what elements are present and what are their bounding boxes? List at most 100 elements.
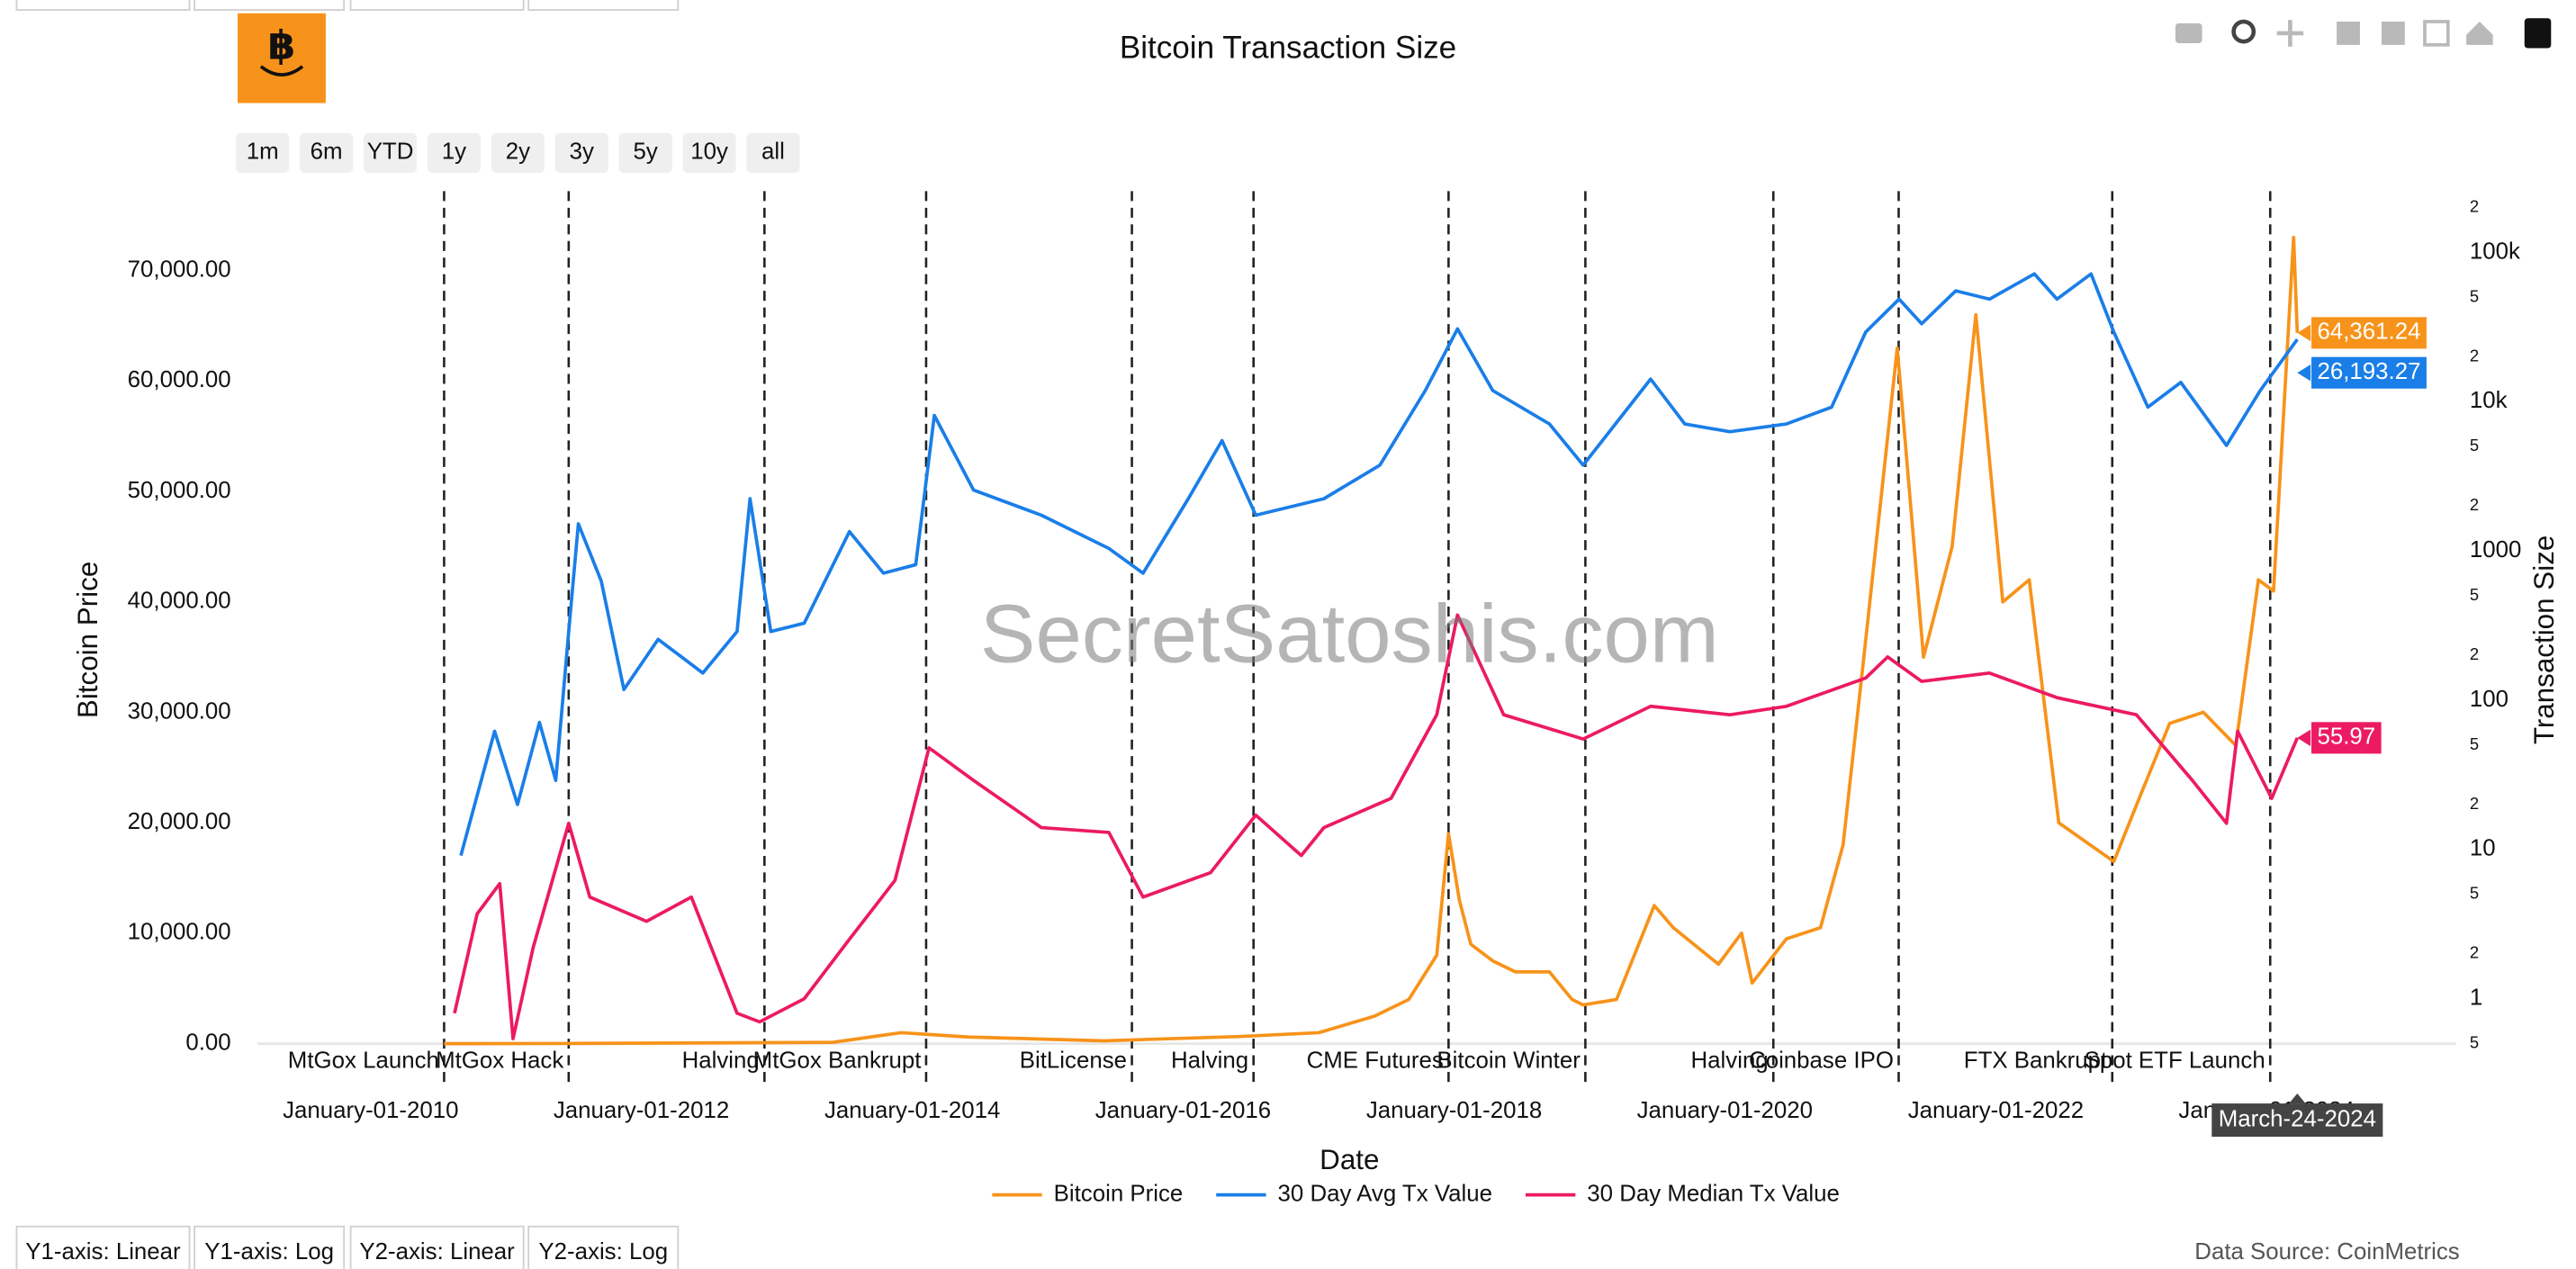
y-tick-label: 60,000.00 bbox=[128, 367, 231, 392]
x-tick-label: January-01-2022 bbox=[1908, 1098, 2084, 1123]
range-button-label[interactable]: 3y bbox=[570, 140, 594, 165]
x-tick-label: January-01-2018 bbox=[1366, 1098, 1542, 1123]
y-axis-title: Bitcoin Price bbox=[72, 562, 104, 718]
event-label: MtGox Bankrupt bbox=[753, 1048, 922, 1074]
y2-tick-label: 2 bbox=[2470, 346, 2479, 364]
range-button[interactable] bbox=[300, 132, 354, 174]
y2-tick-label: 5 bbox=[2470, 734, 2479, 753]
logo: ฿ bbox=[238, 13, 326, 104]
camera-icon[interactable] bbox=[2175, 22, 2202, 44]
axis-button[interactable] bbox=[194, 1225, 346, 1269]
hover-labels: 64,361.24 26,193.27 55.97 March-24-2024 bbox=[2211, 315, 2428, 1138]
axis-button[interactable] bbox=[349, 1225, 525, 1269]
zoom-icon[interactable] bbox=[2231, 19, 2256, 44]
axis-button-label[interactable]: Y2-axis: Linear bbox=[359, 1239, 515, 1264]
hover-date-box bbox=[2211, 1103, 2383, 1138]
series-line bbox=[444, 236, 2300, 1046]
logo-symbol: ฿ bbox=[268, 23, 296, 68]
y-tick-label: 40,000.00 bbox=[128, 589, 231, 614]
range-selector: 1m 6m YTD 1y 2y 3y 5y 10y all bbox=[236, 132, 800, 174]
range-button-label[interactable]: YTD bbox=[367, 140, 414, 165]
axis-buttons: Y1-axis: Linear Y1-axis: Log Y2-axis: Line… bbox=[15, 1225, 680, 1269]
hover-label: 64,361.24 bbox=[2297, 315, 2428, 351]
range-button[interactable] bbox=[236, 132, 290, 174]
y-tick-label: 10,000.00 bbox=[128, 920, 231, 945]
chart-title: Bitcoin Transaction Size bbox=[1120, 31, 1456, 66]
y2-tick-label: 5 bbox=[2470, 436, 2479, 454]
hover-label: 55.97 bbox=[2297, 720, 2383, 756]
range-button[interactable] bbox=[554, 132, 608, 174]
tab bbox=[349, 0, 525, 12]
y2-tick-label: 2 bbox=[2470, 197, 2479, 216]
x-tick-label: January-01-2020 bbox=[1637, 1098, 1813, 1123]
range-button[interactable] bbox=[682, 132, 736, 174]
zoom-in-icon[interactable] bbox=[2337, 22, 2360, 45]
legend: Bitcoin Price 30 Day Avg Tx Value 30 Day M… bbox=[992, 1181, 1840, 1206]
range-button-label[interactable]: 2y bbox=[506, 140, 530, 165]
range-button-label[interactable]: 6m bbox=[311, 140, 343, 165]
x-tick-label: January-01-2014 bbox=[824, 1098, 1000, 1123]
range-button-label[interactable]: 1m bbox=[247, 140, 279, 165]
y2-tick-label: 1000 bbox=[2470, 537, 2521, 562]
data-source: Data Source: CoinMetrics bbox=[2194, 1239, 2459, 1264]
legend-label[interactable]: 30 Day Avg Tx Value bbox=[1278, 1181, 1492, 1206]
range-button-label[interactable]: 10y bbox=[690, 140, 728, 165]
range-button[interactable] bbox=[364, 132, 418, 174]
x-axis-title: Date bbox=[1320, 1144, 1379, 1175]
y-tick-label: 30,000.00 bbox=[128, 698, 231, 724]
event-label: Halving bbox=[1171, 1048, 1248, 1074]
y2-tick-label: 1 bbox=[2470, 986, 2482, 1011]
autoscale-icon[interactable] bbox=[2423, 20, 2450, 47]
axis-button[interactable] bbox=[527, 1225, 680, 1269]
event-label: Bitcoin Winter bbox=[1437, 1048, 1581, 1074]
axis-button-label[interactable]: Y2-axis: Log bbox=[538, 1239, 668, 1264]
top-tabs bbox=[15, 0, 680, 12]
legend-label[interactable]: Bitcoin Price bbox=[1054, 1181, 1184, 1206]
x-tick-label: January-01-2012 bbox=[554, 1098, 729, 1123]
watermark: SecretSatoshis.com bbox=[980, 586, 1719, 680]
zoom-out-icon[interactable] bbox=[2381, 22, 2405, 45]
hover-pointer bbox=[2297, 324, 2311, 342]
event-label: BitLicense bbox=[1020, 1048, 1127, 1074]
range-button[interactable] bbox=[491, 132, 545, 174]
range-button-label[interactable]: all bbox=[761, 140, 785, 165]
event-label: FTX Bankrupt bbox=[1964, 1048, 2107, 1074]
hover-pointer bbox=[2297, 364, 2311, 382]
y-tick-label: 0.00 bbox=[185, 1030, 230, 1055]
y2-tick-label: 5 bbox=[2470, 1032, 2479, 1051]
x-tick-label: January-01-2016 bbox=[1095, 1098, 1271, 1123]
y2-axis-title: Transaction Size bbox=[2528, 536, 2560, 745]
axis-button[interactable] bbox=[15, 1225, 191, 1269]
hover-date-label: March-24-2024 bbox=[2219, 1106, 2376, 1131]
y2-tick-label: 100k bbox=[2470, 238, 2520, 264]
hover-date: March-24-2024 bbox=[2211, 1094, 2383, 1138]
event-label: MtGox Launch bbox=[288, 1048, 439, 1074]
tab bbox=[15, 0, 191, 12]
range-button[interactable] bbox=[618, 132, 672, 174]
axis-button-label[interactable]: Y1-axis: Log bbox=[204, 1239, 334, 1264]
plotly-logo[interactable] bbox=[2524, 18, 2552, 49]
axis-button-label[interactable]: Y1-axis: Linear bbox=[25, 1239, 181, 1264]
range-button-label[interactable]: 1y bbox=[442, 140, 466, 165]
x-tick-label: January-01-2010 bbox=[283, 1098, 458, 1123]
hover-box bbox=[2310, 355, 2428, 391]
modebar bbox=[2175, 18, 2552, 49]
range-button[interactable] bbox=[746, 132, 800, 174]
logo-smile bbox=[259, 65, 304, 76]
range-button[interactable] bbox=[427, 132, 481, 174]
y-tick-label: 70,000.00 bbox=[128, 257, 231, 283]
event-label: Halving bbox=[682, 1048, 760, 1074]
event-label: Spot ETF Launch bbox=[2085, 1048, 2265, 1074]
y2-tick-label: 100 bbox=[2470, 687, 2508, 712]
hover-pointer bbox=[2297, 729, 2311, 747]
hover-date-pointer bbox=[2289, 1094, 2306, 1104]
reset-icon[interactable] bbox=[2466, 22, 2493, 45]
y2-tick-label: 2 bbox=[2470, 943, 2479, 962]
pan-icon[interactable] bbox=[2276, 20, 2304, 47]
y2-tick-label: 2 bbox=[2470, 794, 2479, 813]
range-button-label[interactable]: 5y bbox=[634, 140, 658, 165]
y-tick-label: 20,000.00 bbox=[128, 809, 231, 834]
legend-label[interactable]: 30 Day Median Tx Value bbox=[1587, 1181, 1840, 1206]
